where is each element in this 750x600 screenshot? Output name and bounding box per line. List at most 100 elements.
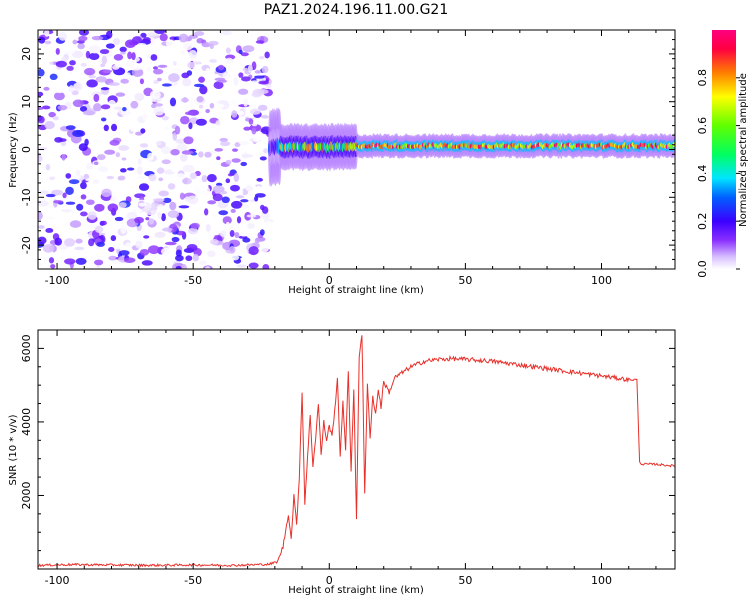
spectrogram-cell (240, 52, 249, 57)
spectrogram-cell (261, 65, 269, 74)
spectrogram-cell (172, 61, 177, 66)
spectrogram-cell (182, 78, 192, 87)
spectrogram-cell (198, 151, 204, 158)
spectrogram-cell (86, 79, 98, 88)
spectrogram-cell (148, 173, 157, 182)
spectrogram-cell (265, 221, 273, 228)
spectrogram-cell (134, 208, 142, 213)
spectrogram-cell (92, 138, 103, 143)
spectrogram-cell (161, 146, 172, 155)
spectrogram-cell (134, 92, 145, 102)
spectrogram-cell (88, 61, 94, 70)
spectrogram-cell (209, 43, 214, 50)
spectrogram-cell (48, 111, 56, 118)
spectrogram-cell (126, 211, 138, 220)
spectrogram-cell (205, 109, 210, 114)
spectrogram-xtick-label: 0 (326, 274, 333, 287)
colorbar-tick-label: 0.0 (696, 260, 709, 278)
spectrogram-cell (204, 208, 209, 216)
spectrogram-cell (140, 128, 146, 134)
spectrogram-cell (254, 237, 261, 244)
spectrogram-cell (75, 238, 83, 244)
spectrogram-cell (189, 99, 194, 108)
spectrogram-cell (249, 108, 261, 115)
spectrogram-cell (256, 177, 263, 182)
spectrogram-cell (105, 30, 113, 39)
spectrogram-cell (152, 103, 164, 107)
spectrogram-cell (48, 257, 55, 264)
spectrogram-cell (245, 185, 254, 192)
spectrogram-cell (120, 51, 126, 55)
spectrogram-cell (156, 167, 165, 174)
spectrogram-cell (49, 73, 58, 81)
spectrogram-cell (175, 249, 182, 257)
spectrogram-cell (74, 246, 85, 251)
spectrogram-cell (72, 99, 84, 108)
spectrogram-cell (229, 230, 235, 238)
spectrogram-cell (93, 93, 100, 103)
spectrogram-cell (189, 172, 197, 180)
spectrogram-cell (99, 250, 107, 256)
figure-title: PAZ1.2024.196.11.00.G21 (264, 2, 449, 18)
spectrogram-xtick-label: -100 (45, 274, 70, 287)
spectrogram-cell (38, 115, 45, 124)
spectrogram-cell (121, 157, 127, 161)
spectrogram-cell (101, 220, 107, 226)
spectrogram-cell (180, 97, 190, 103)
spectrogram-cell (44, 40, 52, 45)
spectrogram-cell (84, 67, 96, 76)
spectrogram-cell (43, 86, 50, 91)
spectrogram-cell (214, 147, 224, 152)
spectrogram-cell (120, 225, 127, 234)
colorbar-tick-label: 0.2 (696, 212, 709, 230)
spectrogram-cell (224, 57, 234, 65)
spectrogram-cell (187, 195, 199, 205)
spectrogram-cell (130, 100, 139, 109)
spectrogram-cell (53, 91, 65, 101)
spectrogram-cell (251, 61, 257, 71)
spectrogram-cell (186, 243, 198, 251)
spectrogram-cell (43, 139, 48, 144)
spectrogram-cell (184, 111, 195, 116)
spectrogram-cell (114, 216, 124, 222)
spectrogram-cell (130, 65, 142, 71)
spectrogram-cell (215, 126, 222, 135)
spectrogram-cell (209, 124, 220, 129)
spectrogram-cell (139, 78, 144, 85)
spectrogram-cell (181, 150, 194, 155)
spectrogram-cell (81, 224, 89, 230)
spectrogram-cell (107, 203, 119, 213)
spectrogram-cell (214, 226, 221, 236)
spectrogram-cell (45, 227, 54, 233)
spectrogram-cell (38, 225, 45, 229)
spectrogram-cell (80, 62, 87, 67)
spectrogram-cell (240, 199, 249, 203)
spectrogram-cell (181, 72, 190, 79)
spectrogram-cell (167, 183, 176, 190)
spectrogram-cell (251, 33, 259, 39)
spectrogram-cell (220, 141, 231, 147)
spectrogram-ytick-label: 20 (20, 47, 33, 61)
spectrogram-cell (183, 42, 193, 51)
spectrogram-cell (69, 60, 76, 66)
spectrogram-cell (97, 232, 106, 236)
spectrogram-cell (258, 55, 265, 60)
spectrogram-cell (172, 132, 178, 141)
spectrogram-cell (130, 125, 139, 132)
spectrogram-cell (42, 48, 50, 52)
spectrogram-cell (69, 220, 82, 228)
spectrogram-cell (176, 143, 188, 153)
spectrogram-cell (100, 117, 107, 122)
spectrogram-cell (208, 234, 215, 239)
spectrogram-ytick-label: -10 (20, 188, 33, 206)
spectrogram-cell (111, 191, 116, 199)
spectrogram-cell (175, 138, 187, 144)
spectrogram-cell (251, 122, 258, 127)
colorbar-gradient (712, 30, 736, 269)
spectrogram-cell (66, 65, 74, 71)
spectrogram-cell (152, 66, 159, 70)
spectrogram-cell (93, 103, 102, 112)
spectrogram-cell (159, 33, 168, 42)
spectrogram-cell (212, 185, 225, 193)
spectrogram-cell (75, 257, 87, 265)
